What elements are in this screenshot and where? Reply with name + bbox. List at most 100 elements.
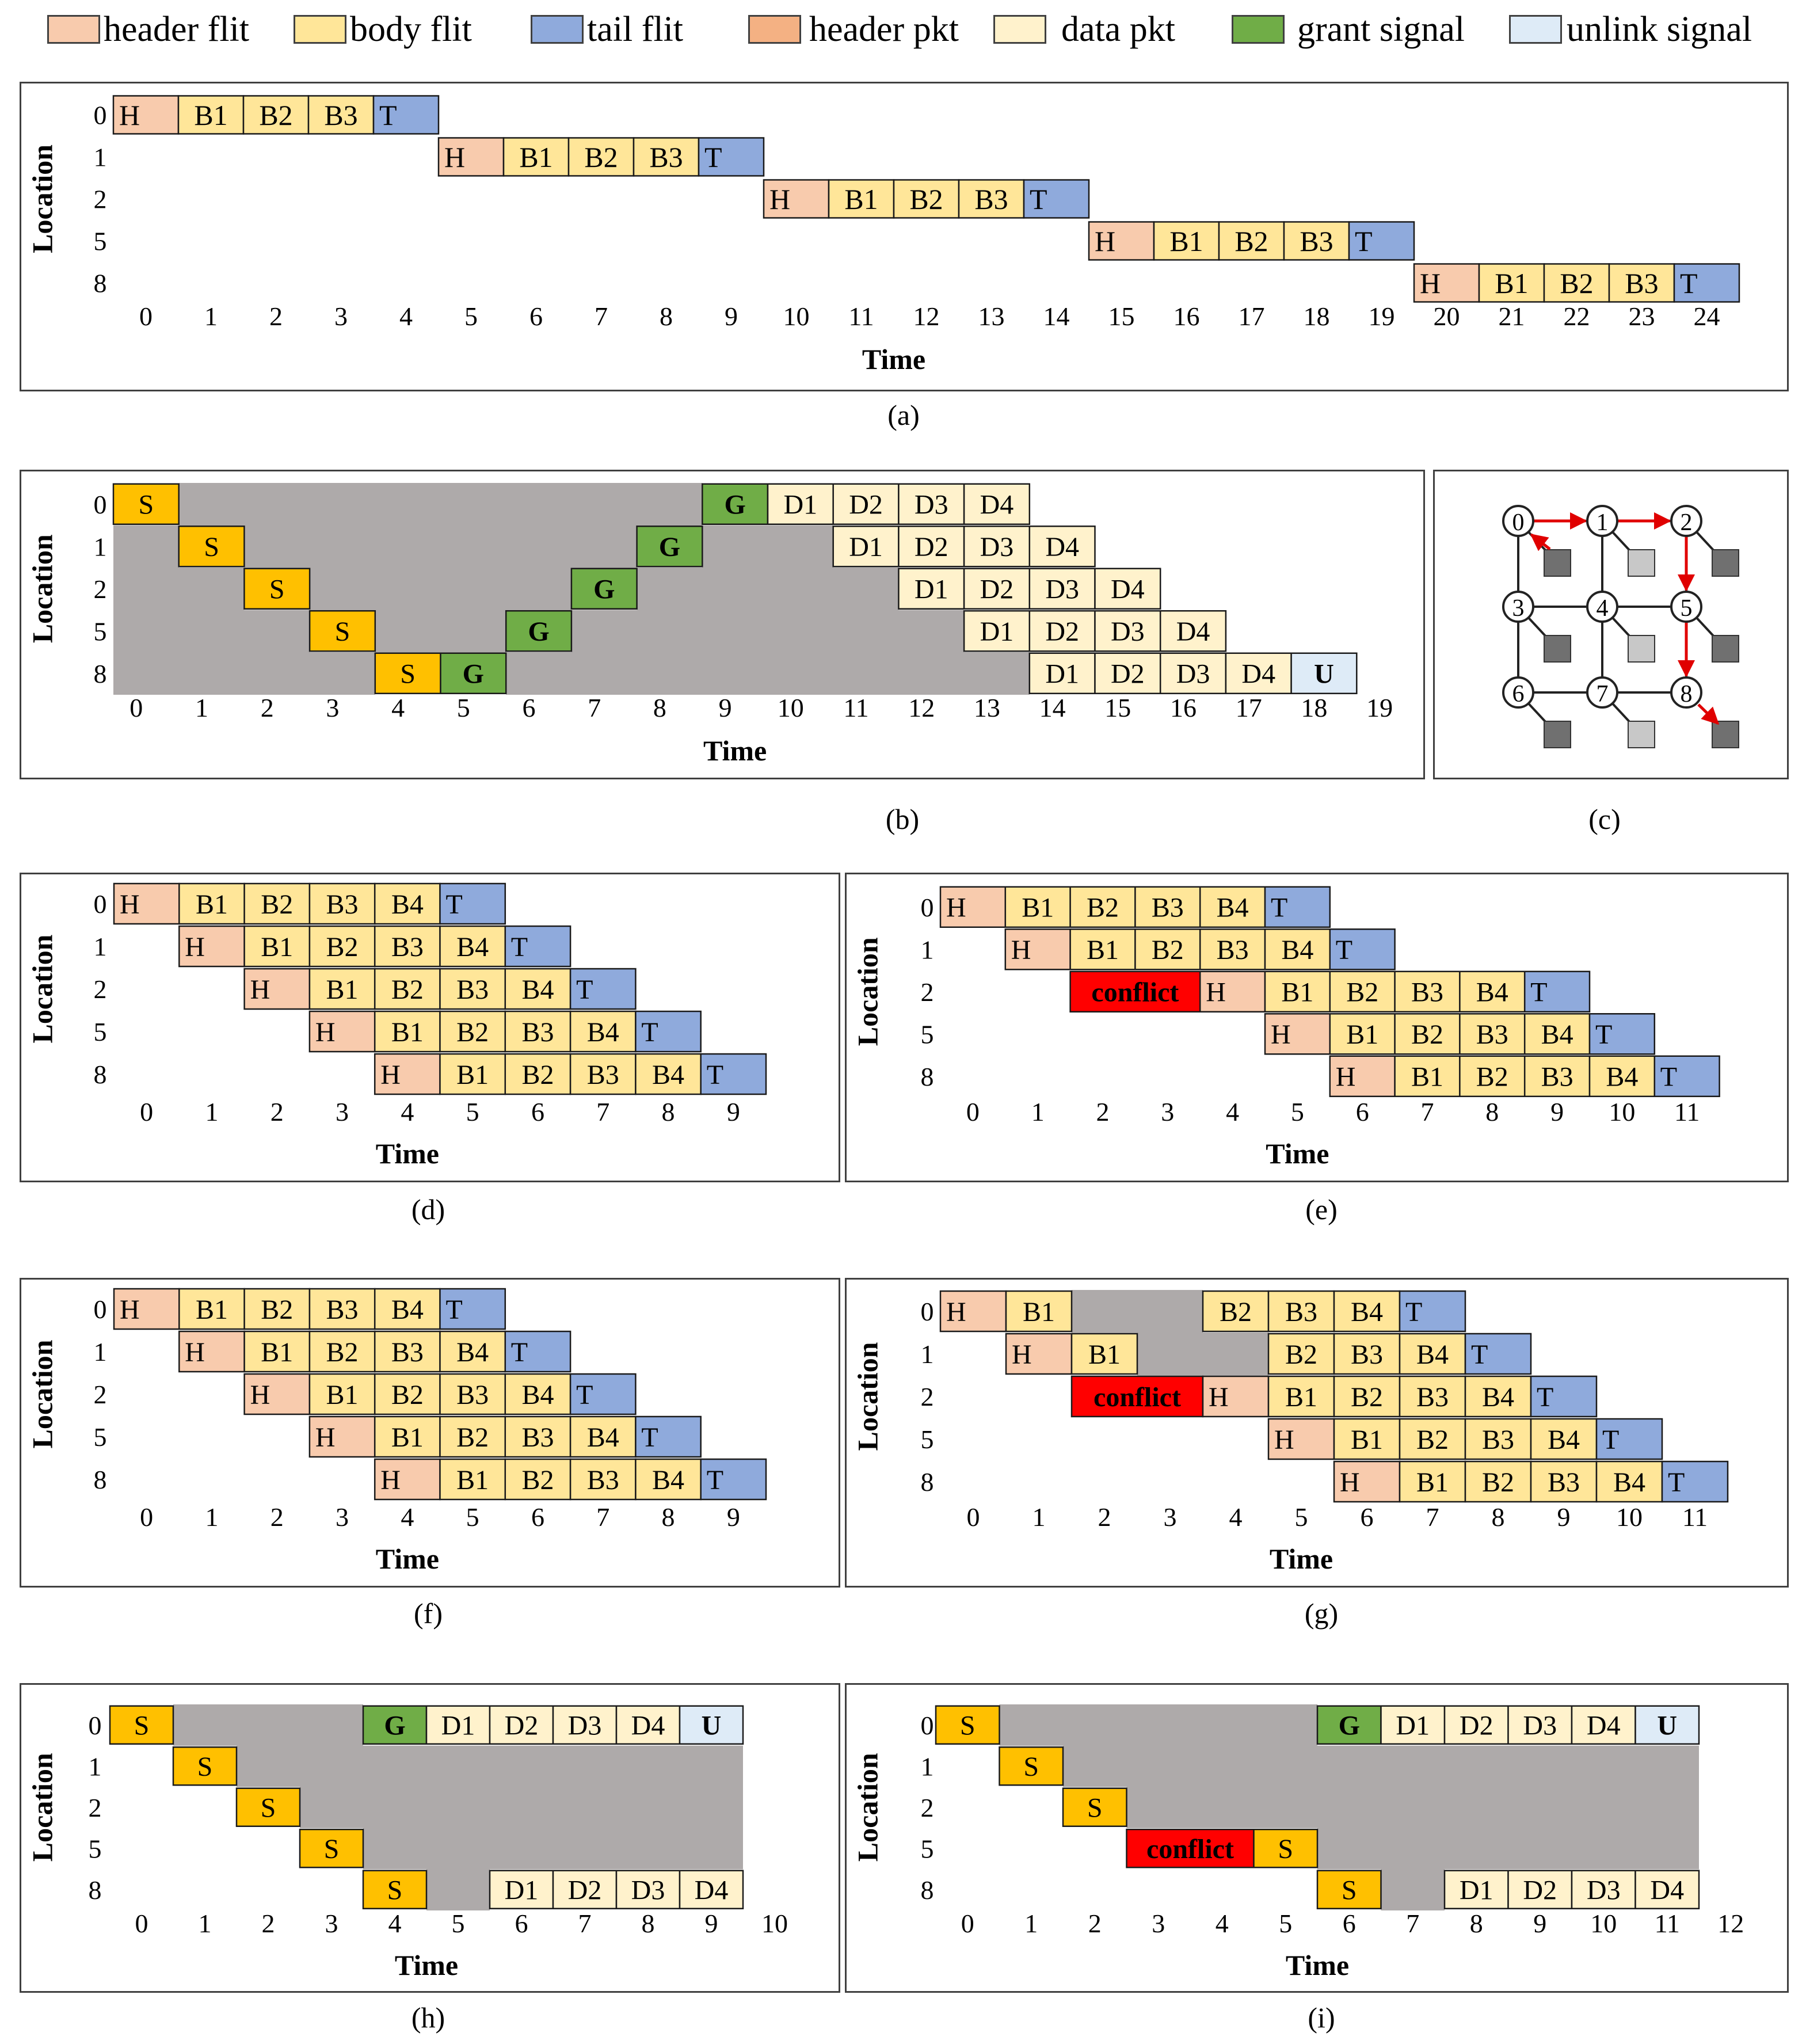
- cell-label: B2: [1416, 1425, 1449, 1455]
- cell-label: conflict: [1093, 1382, 1181, 1413]
- cell-label: B3: [1625, 267, 1658, 299]
- cell-label: H: [946, 1297, 966, 1327]
- body-flit-cell: [567, 137, 635, 177]
- data-pkt-cell: [1028, 610, 1096, 652]
- body-flit-cell: [1264, 928, 1331, 970]
- time-tick-label: 6: [515, 1909, 528, 1938]
- cell-label: S: [197, 1752, 213, 1782]
- header-flit-cell: [1329, 1055, 1396, 1097]
- cell-label: B3: [1548, 1467, 1580, 1498]
- core-3: [1544, 635, 1571, 663]
- time-tick-label: 1: [199, 1909, 212, 1938]
- cell-label: B1: [326, 1380, 359, 1410]
- body-flit-cell: [504, 1010, 571, 1053]
- time-tick-label: 11: [1674, 1097, 1700, 1126]
- cell-label: B1: [1411, 1062, 1443, 1093]
- time-tick-label: 15: [1108, 302, 1135, 331]
- cell-label: T: [1405, 1297, 1422, 1327]
- time-tick-label: 3: [326, 693, 339, 722]
- location-tick-label: 8: [89, 1875, 102, 1905]
- cell-label: B2: [1351, 1382, 1383, 1413]
- cell-label: D1: [1045, 659, 1079, 690]
- location-tick-label: 1: [94, 1337, 107, 1367]
- body-flit-cell: [504, 968, 571, 1010]
- tail-flit-cell: [1264, 886, 1331, 928]
- cell-label: H: [315, 1422, 336, 1453]
- tail-flit-cell: [439, 882, 506, 925]
- body-flit-cell: [1153, 221, 1220, 261]
- cell-label: B4: [1281, 935, 1313, 965]
- data-pkt-cell: [963, 568, 1031, 610]
- cell-label: D2: [1045, 616, 1079, 647]
- data-pkt-cell: [679, 1870, 744, 1909]
- time-tick-label: 6: [1343, 1909, 1356, 1938]
- header-flit-cell: [1199, 970, 1266, 1013]
- data-pkt-cell: [1094, 568, 1161, 610]
- x-axis-label: Time: [703, 734, 767, 767]
- location-tick-label: 0: [921, 1297, 934, 1326]
- time-tick-label: 4: [401, 1097, 414, 1126]
- data-pkt-cell: [1507, 1870, 1573, 1909]
- cell-label: D2: [1523, 1875, 1557, 1906]
- time-tick-label: 8: [1485, 1097, 1499, 1126]
- cell-label: D4: [980, 490, 1014, 520]
- wait-region: [178, 483, 703, 526]
- time-tick-label: 5: [1295, 1502, 1308, 1532]
- body-flit-cell: [1005, 1290, 1073, 1333]
- cell-label: S: [1023, 1752, 1039, 1782]
- unlink-signal-cell: [679, 1705, 744, 1745]
- node-label: 5: [1681, 595, 1693, 622]
- body-flit-cell: [1464, 1418, 1532, 1460]
- cell-label: S: [269, 574, 285, 605]
- time-tick-label: 4: [1229, 1502, 1243, 1532]
- cell-label: B3: [456, 975, 489, 1005]
- cell-label: H: [250, 1380, 270, 1410]
- cell-label: B2: [1220, 1297, 1252, 1327]
- body-flit-cell: [1394, 970, 1461, 1013]
- cell-label: B1: [1022, 893, 1054, 923]
- cell-label: S: [134, 1711, 150, 1741]
- time-tick-label: 10: [761, 1909, 788, 1938]
- node-label: 8: [1681, 681, 1693, 707]
- cell-label: H: [444, 141, 465, 173]
- cell-label: D2: [1460, 1711, 1493, 1741]
- location-tick-label: 2: [94, 975, 107, 1004]
- timeline-d: H B1 B2 B3 B4 T H B1 B2 B3 B4 T H B1 B2 B3 B4 T H B1 B2 B3 B4 T…: [26, 882, 767, 1170]
- time-tick-label: 8: [1492, 1502, 1505, 1532]
- y-axis-label: Location: [851, 1753, 883, 1862]
- cell-label: H: [250, 975, 270, 1005]
- x-axis-label: Time: [862, 343, 925, 375]
- tail-flit-cell: [1348, 221, 1415, 261]
- data-pkt-cell: [898, 483, 965, 525]
- cell-label: U: [702, 1711, 722, 1741]
- cell-label: B4: [587, 1422, 619, 1453]
- setup-signal-cell: [109, 1705, 174, 1745]
- time-tick-label: 19: [1366, 693, 1393, 722]
- cell-label: H: [1274, 1425, 1294, 1455]
- cell-label: B3: [1476, 1019, 1508, 1050]
- body-flit-cell: [243, 925, 311, 968]
- cell-label: B3: [974, 183, 1008, 215]
- cell-label: B2: [456, 1422, 489, 1453]
- body-flit-cell: [1333, 1418, 1401, 1460]
- cell-label: D1: [505, 1875, 539, 1906]
- body-flit-cell: [504, 1458, 571, 1501]
- cell-label: B4: [652, 1465, 684, 1495]
- cell-label: S: [138, 490, 154, 520]
- location-tick-label: 0: [94, 1295, 107, 1324]
- setup-signal-cell: [243, 568, 311, 610]
- tail-flit-cell: [1661, 1460, 1729, 1503]
- cell-label: G: [463, 659, 484, 690]
- cell-label: D3: [631, 1875, 665, 1906]
- caption-b: (b): [885, 803, 920, 835]
- cell-label: B1: [1416, 1467, 1449, 1498]
- location-tick-label: 0: [921, 1711, 934, 1740]
- cell-label: B3: [391, 1337, 424, 1368]
- cell-label: B3: [324, 99, 357, 131]
- cell-label: H: [1012, 1339, 1032, 1370]
- body-flit-cell: [1459, 970, 1526, 1013]
- cell-label: T: [1530, 977, 1547, 1008]
- node-label: 7: [1597, 681, 1609, 707]
- cell-label: G: [528, 616, 549, 647]
